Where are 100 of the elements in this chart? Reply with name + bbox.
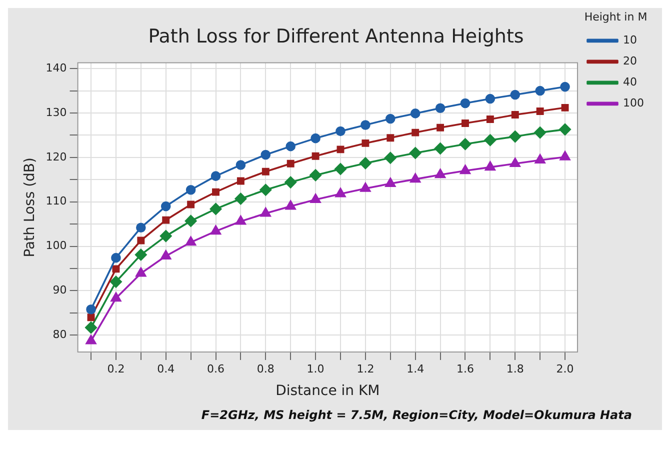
point bbox=[360, 157, 372, 170]
point bbox=[385, 178, 396, 188]
legend-title: Height in M bbox=[584, 10, 648, 24]
y-tick-label: 120 bbox=[46, 150, 67, 164]
point bbox=[484, 161, 496, 171]
point bbox=[136, 267, 146, 277]
point bbox=[412, 128, 420, 136]
point bbox=[362, 139, 370, 147]
point bbox=[510, 158, 520, 168]
point bbox=[334, 163, 346, 175]
point bbox=[235, 215, 246, 225]
point bbox=[137, 236, 145, 244]
point bbox=[86, 304, 96, 314]
x-tick-label: 1.6 bbox=[456, 362, 474, 376]
point bbox=[186, 184, 196, 195]
point bbox=[534, 126, 546, 138]
point bbox=[110, 276, 122, 288]
point bbox=[160, 201, 171, 212]
point bbox=[485, 94, 496, 104]
point bbox=[186, 236, 196, 246]
y-axis-title: Path Loss (dB) bbox=[22, 158, 38, 258]
legend-label: 100 bbox=[623, 96, 644, 110]
point bbox=[310, 194, 321, 204]
point bbox=[87, 314, 95, 322]
point bbox=[409, 147, 422, 159]
point bbox=[360, 182, 371, 192]
x-tick-label: 0.6 bbox=[207, 362, 225, 376]
text: F=2GHz, MS height = 7.5M, Region=City, Model=Okumura Hata bbox=[200, 408, 633, 424]
y-tick-label: 110 bbox=[46, 194, 67, 208]
x-tick-label: 0.4 bbox=[157, 362, 175, 376]
point bbox=[561, 104, 569, 112]
point bbox=[210, 225, 221, 235]
point bbox=[360, 120, 370, 130]
point bbox=[460, 164, 470, 174]
legend-label: 20 bbox=[623, 54, 638, 68]
point bbox=[386, 134, 394, 142]
point bbox=[285, 200, 296, 210]
x-tick-label: 1.0 bbox=[306, 362, 324, 376]
x-tick-label: 0.8 bbox=[256, 362, 274, 376]
point bbox=[260, 150, 271, 160]
x-axis-title: Distance in KM bbox=[276, 383, 380, 400]
point bbox=[486, 115, 494, 123]
point bbox=[160, 230, 172, 242]
y-tick-label: 100 bbox=[46, 239, 67, 252]
point bbox=[559, 124, 571, 136]
point bbox=[484, 134, 496, 146]
point bbox=[286, 141, 296, 152]
point bbox=[110, 292, 122, 302]
point bbox=[535, 86, 545, 96]
point bbox=[336, 146, 344, 154]
point bbox=[135, 248, 147, 261]
point bbox=[260, 184, 272, 196]
point bbox=[410, 173, 421, 183]
point bbox=[160, 250, 172, 260]
y-tick-label: 140 bbox=[46, 61, 67, 74]
point bbox=[162, 216, 170, 224]
legend-label: 10 bbox=[623, 34, 638, 47]
point bbox=[511, 111, 519, 119]
point bbox=[560, 151, 570, 160]
point bbox=[560, 82, 570, 92]
point bbox=[262, 168, 270, 176]
point bbox=[111, 252, 121, 263]
point bbox=[534, 154, 546, 164]
point bbox=[112, 265, 120, 273]
point bbox=[310, 169, 322, 182]
point bbox=[510, 90, 520, 100]
point bbox=[435, 168, 446, 178]
point bbox=[434, 142, 446, 154]
point bbox=[410, 108, 420, 118]
point bbox=[312, 152, 320, 160]
x-tick-label: 1.8 bbox=[506, 362, 524, 376]
point bbox=[284, 176, 296, 188]
point bbox=[236, 160, 246, 170]
point bbox=[212, 188, 220, 196]
point bbox=[86, 334, 96, 344]
point bbox=[462, 119, 469, 127]
point bbox=[187, 200, 195, 208]
point bbox=[85, 322, 97, 334]
point bbox=[260, 207, 271, 217]
point bbox=[184, 215, 197, 227]
point bbox=[385, 114, 396, 124]
y-tick-label: 80 bbox=[52, 328, 67, 341]
point bbox=[435, 103, 446, 114]
point bbox=[210, 171, 221, 181]
x-tick-label: 2.0 bbox=[556, 362, 574, 376]
point bbox=[509, 130, 522, 142]
x-tick-label: 0.2 bbox=[107, 362, 125, 376]
point bbox=[536, 107, 544, 115]
point bbox=[335, 188, 346, 198]
legend-label: 40 bbox=[623, 76, 638, 89]
point bbox=[234, 192, 247, 205]
point bbox=[310, 133, 320, 144]
point bbox=[384, 152, 396, 164]
y-tick-label: 90 bbox=[52, 284, 67, 297]
point bbox=[436, 124, 444, 132]
y-tick-label: 130 bbox=[46, 106, 67, 119]
point bbox=[210, 203, 222, 215]
point bbox=[460, 98, 470, 108]
point bbox=[236, 177, 244, 185]
point bbox=[136, 222, 146, 233]
